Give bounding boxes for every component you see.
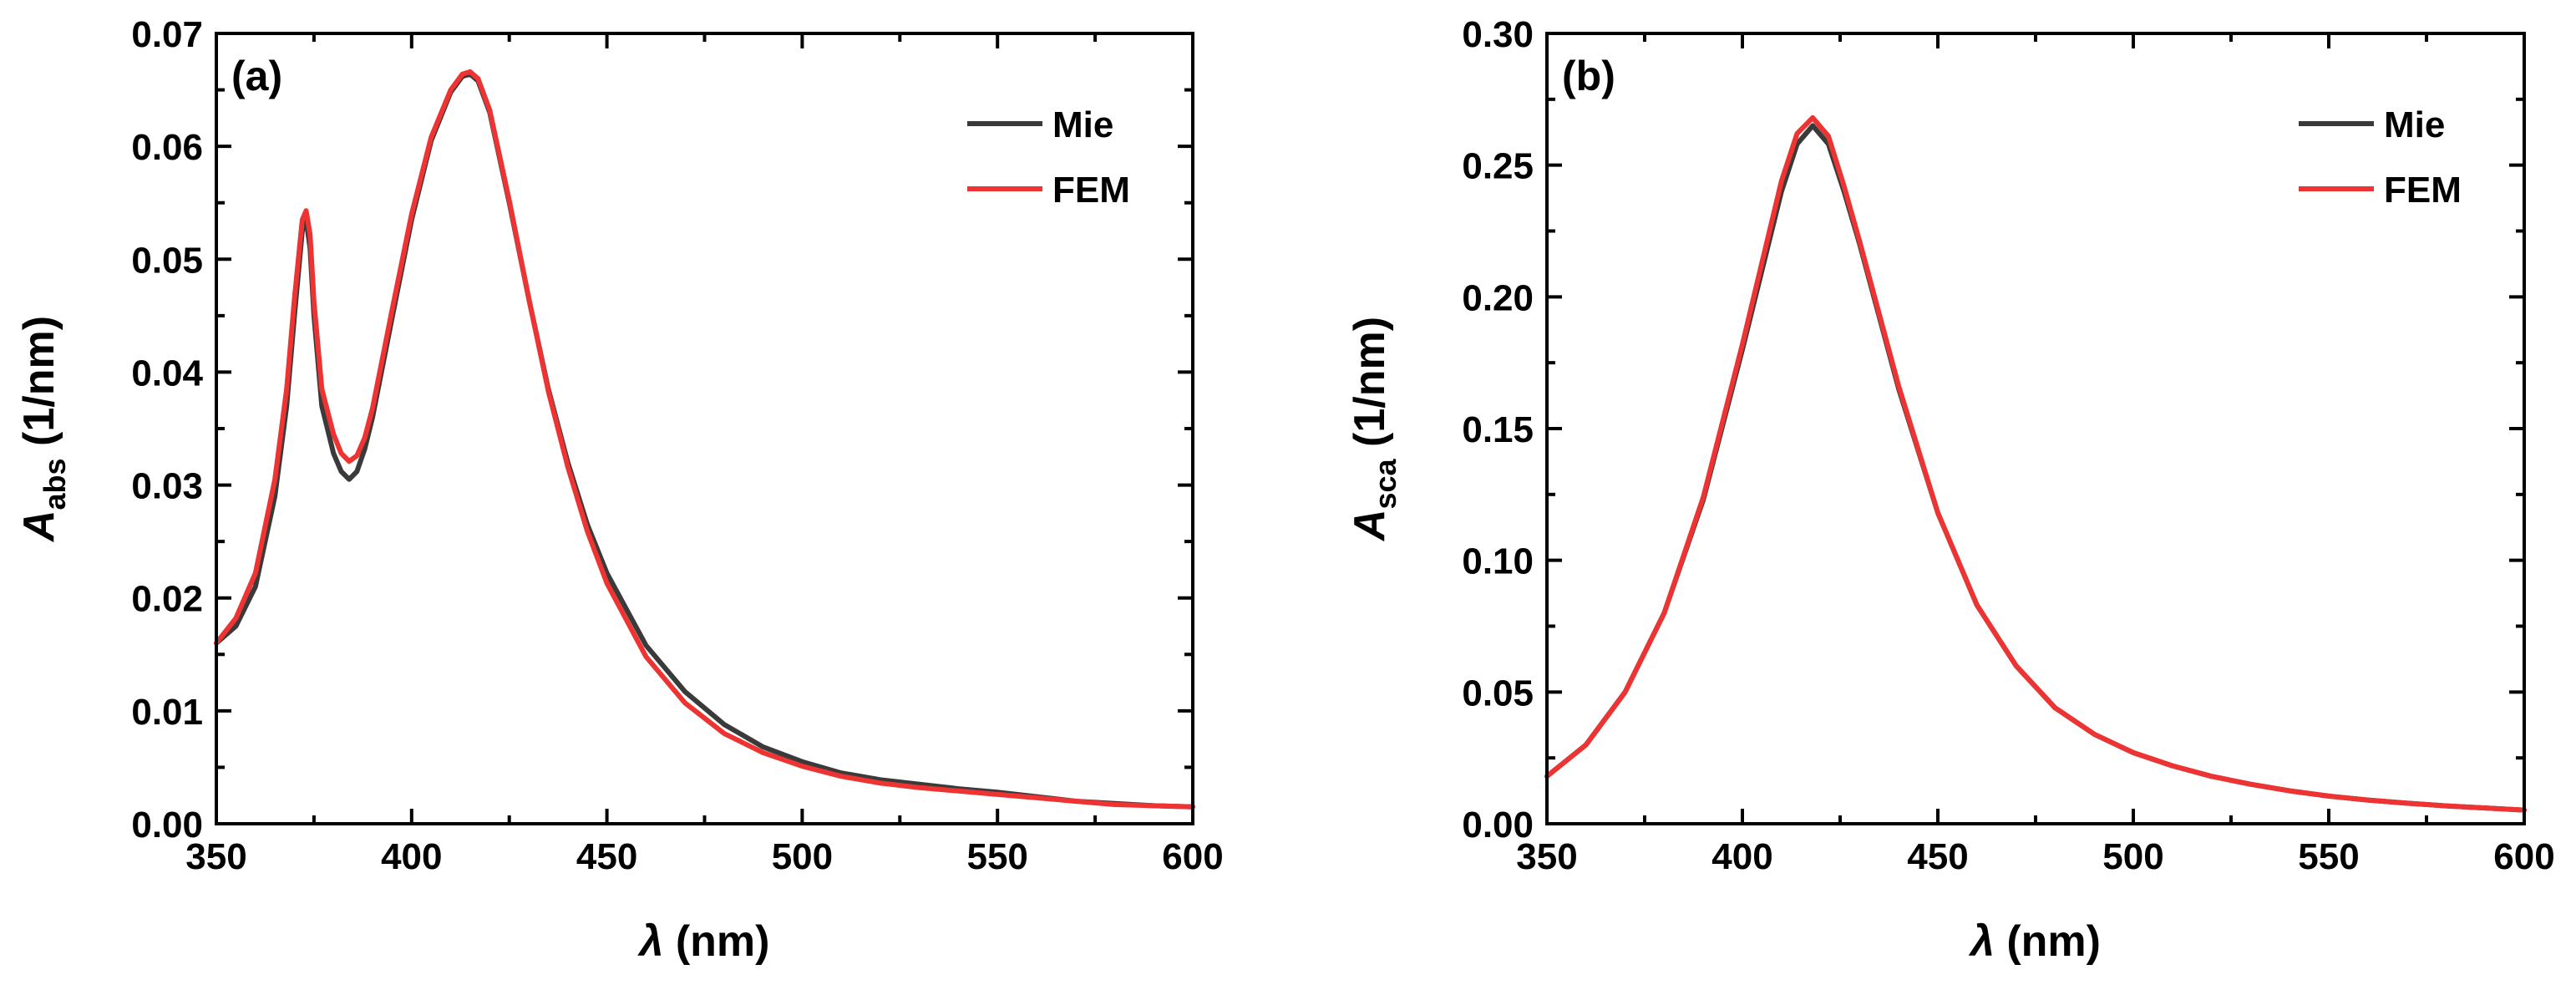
y-axis-unit: (1/nm) bbox=[15, 316, 63, 458]
x-axis-unit: (nm) bbox=[663, 917, 769, 966]
x-tick-label: 600 bbox=[2493, 836, 2554, 877]
x-tick-label: 450 bbox=[1907, 836, 1968, 877]
x-tick-label: 400 bbox=[1711, 836, 1772, 877]
x-axis-symbol: λ bbox=[1968, 917, 1995, 966]
y-tick-label: 0.04 bbox=[131, 353, 203, 393]
y-tick-label: 0.25 bbox=[1462, 146, 1534, 187]
y-tick-label: 0.20 bbox=[1462, 277, 1534, 318]
x-tick-label: 350 bbox=[1516, 836, 1577, 877]
x-axis-title: λ (nm) bbox=[1968, 917, 2101, 966]
y-axis-title: Aabs (1/nm) bbox=[15, 316, 72, 543]
y-tick-label: 0.05 bbox=[1462, 673, 1534, 713]
plot-frame bbox=[1545, 32, 2526, 825]
y-tick-label: 0.15 bbox=[1462, 409, 1534, 450]
y-axis-subscript: abs bbox=[38, 458, 72, 510]
y-axis-unit: (1/nm) bbox=[1346, 317, 1394, 459]
series-line-mie bbox=[1544, 123, 2527, 813]
x-axis-symbol: λ bbox=[636, 917, 663, 966]
y-tick-label: 0.01 bbox=[131, 692, 203, 733]
panel-label: (b) bbox=[1562, 53, 1615, 99]
x-tick-label: 550 bbox=[2298, 836, 2359, 877]
legend-label-fem: FEM bbox=[2384, 170, 2462, 211]
x-tick-label: 500 bbox=[772, 836, 833, 877]
x-tick-label: 600 bbox=[1162, 836, 1223, 877]
x-tick-label: 500 bbox=[2102, 836, 2163, 877]
series-line-fem bbox=[214, 69, 1195, 810]
panel-a: 350 400 450 500 550 600 0.00 0.01 0.02 0.03 0.04 0.… bbox=[15, 14, 1224, 966]
y-axis-title: Asca (1/nm) bbox=[1346, 317, 1402, 542]
y-axis-subscript: sca bbox=[1368, 458, 1402, 509]
legend-label-fem: FEM bbox=[1052, 170, 1130, 211]
y-tick-label: 0.00 bbox=[1462, 805, 1534, 845]
y-tick-label: 0.03 bbox=[131, 466, 203, 507]
y-tick-label: 0.00 bbox=[131, 805, 203, 845]
legend-label-mie: Mie bbox=[2384, 104, 2445, 145]
x-tick-label: 400 bbox=[381, 836, 442, 877]
panel-label: (a) bbox=[231, 53, 282, 99]
legend-label-mie: Mie bbox=[1052, 104, 1113, 145]
y-axis-symbol: A bbox=[1346, 509, 1394, 542]
x-axis-unit: (nm) bbox=[1995, 917, 2101, 966]
x-tick-label: 350 bbox=[185, 836, 246, 877]
series-line-fem bbox=[1544, 114, 2527, 813]
y-tick-label: 0.06 bbox=[131, 127, 203, 168]
y-tick-label: 0.05 bbox=[131, 240, 203, 281]
y-tick-label: 0.07 bbox=[131, 14, 203, 55]
y-tick-label: 0.30 bbox=[1462, 14, 1534, 55]
y-tick-label: 0.10 bbox=[1462, 541, 1534, 582]
x-tick-label: 450 bbox=[576, 836, 637, 877]
y-axis-symbol: A bbox=[15, 510, 63, 543]
panel-b: 350 400 450 500 550 600 0.00 0.05 0.10 0.15 0.20 0.… bbox=[1346, 14, 2555, 966]
x-tick-label: 550 bbox=[966, 836, 1027, 877]
x-axis-title: λ (nm) bbox=[636, 917, 769, 966]
y-tick-label: 0.02 bbox=[131, 579, 203, 620]
